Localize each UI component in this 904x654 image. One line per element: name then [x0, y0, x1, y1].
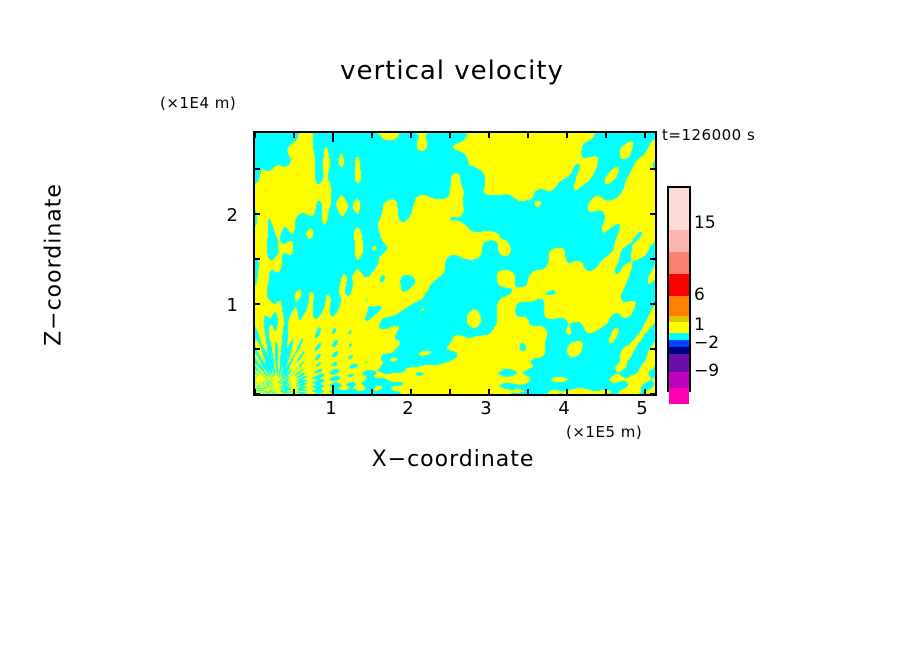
axis-tick	[449, 133, 451, 138]
colorbar-band	[669, 347, 689, 354]
axis-tick	[650, 303, 655, 305]
axis-tick	[650, 393, 655, 394]
axis-tick	[605, 133, 607, 138]
axis-tick	[255, 168, 260, 170]
x-tick-label: 1	[325, 398, 337, 419]
colorbar-band	[669, 388, 689, 404]
colorbar-band	[669, 274, 689, 296]
axis-tick	[255, 389, 256, 394]
axis-tick	[332, 133, 334, 142]
y-tick-label: 2	[226, 205, 238, 226]
x-axis-label: X−coordinate	[371, 447, 535, 472]
colorbar-band	[669, 340, 689, 347]
axis-tick	[566, 133, 568, 138]
axis-tick	[410, 389, 412, 394]
axis-tick	[255, 213, 260, 215]
colorbar-tick-label: 1	[694, 315, 705, 335]
y-axis-unit-label: (×1E4 m)	[160, 94, 237, 112]
colorbar-band	[669, 188, 689, 230]
axis-tick	[371, 133, 373, 138]
colorbar-band	[669, 252, 689, 274]
axis-tick	[255, 393, 260, 394]
x-tick-label: 2	[402, 398, 414, 419]
page-title: vertical velocity	[340, 56, 564, 86]
colorbar-tick-label: −9	[694, 361, 720, 381]
axis-tick	[255, 303, 260, 305]
time-annotation: t=126000 s	[662, 126, 756, 144]
axis-tick	[650, 168, 655, 170]
axis-tick	[527, 133, 529, 138]
axis-tick	[644, 133, 646, 138]
x-tick-label: 3	[480, 398, 492, 419]
y-tick-label: 1	[226, 295, 238, 316]
axis-tick	[488, 389, 490, 394]
axis-tick	[332, 385, 334, 394]
axis-tick	[449, 389, 451, 394]
colorbar-band	[669, 230, 689, 252]
axis-tick	[644, 389, 646, 394]
axis-tick	[293, 389, 295, 394]
colorbar-tick-label: 15	[694, 213, 716, 233]
axis-tick	[371, 389, 373, 394]
axis-tick	[527, 389, 529, 394]
colorbar-band	[669, 333, 689, 340]
axis-tick	[605, 389, 607, 394]
axis-tick	[255, 348, 260, 350]
colorbar	[667, 186, 691, 404]
colorbar-band	[669, 354, 689, 372]
colorbar-tick-label: 6	[694, 285, 705, 305]
vertical-velocity-field	[255, 133, 655, 394]
axis-tick	[650, 213, 655, 215]
axis-tick	[650, 348, 655, 350]
axis-tick	[566, 389, 568, 394]
colorbar-band	[669, 296, 689, 316]
axis-tick	[255, 133, 256, 138]
y-axis-label: Z−coordinate	[41, 183, 67, 346]
colorbar-tick-label: −2	[694, 333, 720, 353]
colorbar-band	[669, 316, 689, 322]
axis-tick	[255, 258, 260, 260]
axis-tick	[650, 258, 655, 260]
x-tick-label: 4	[558, 398, 570, 419]
x-axis-unit-label: (×1E5 m)	[566, 423, 643, 441]
colorbar-band	[669, 372, 689, 388]
axis-tick	[410, 133, 412, 138]
axis-tick	[293, 133, 295, 138]
x-tick-label: 5	[636, 398, 648, 419]
contour-plot-area	[253, 131, 657, 396]
axis-tick	[488, 133, 490, 138]
colorbar-band	[669, 322, 689, 333]
